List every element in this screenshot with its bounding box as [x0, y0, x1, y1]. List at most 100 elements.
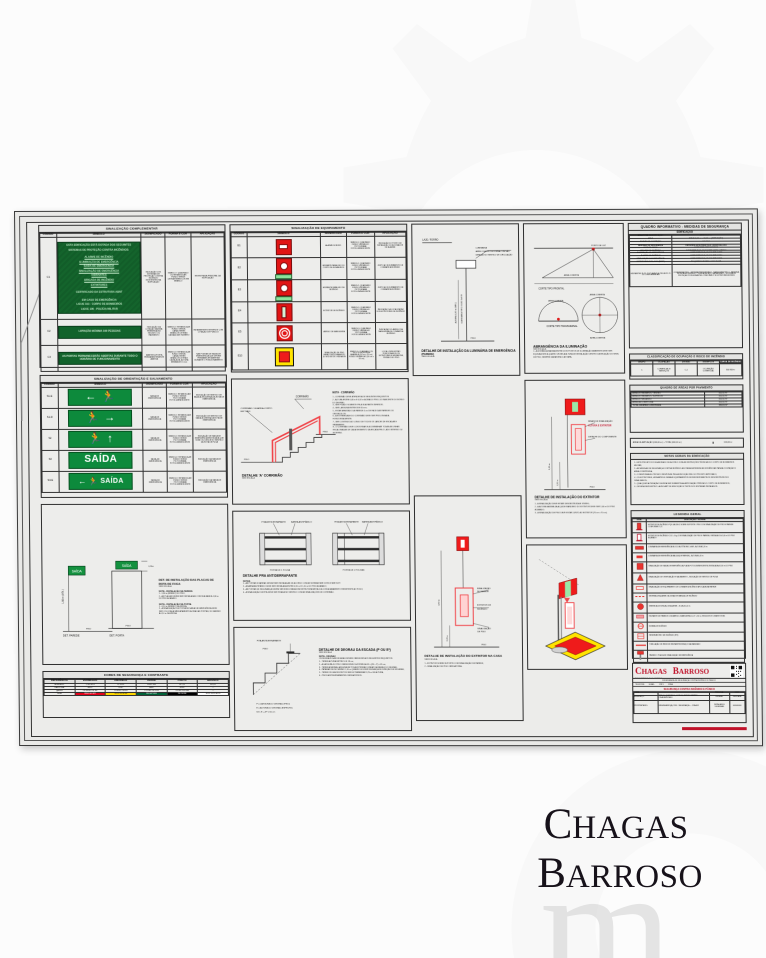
table-row[interactable]: EXTINTOR DE INCÊNDIO PQS 4A:20B:C SOBRE … [632, 521, 744, 533]
table-row[interactable]: SINALIZAÇÃO DE EQUIPAMENTO DE COMBATE A … [632, 583, 744, 594]
th-significado: SIGNIFICADO [142, 383, 167, 387]
cell-val: OCUPAÇÃO COMERCIAL [697, 363, 720, 377]
table-row[interactable]: SINALIZAÇÃO DE ORIENTAÇÃO E SALVAMENTO -… [632, 572, 744, 585]
table-row-total[interactable]: TOTAL DA ÁREA CONSTRUÍDA 000,00 m² [631, 403, 743, 408]
cell-val: CONSIDERAÇÕES: - SISTEMA PRESSURIZADO - … [671, 264, 741, 287]
table-row[interactable]: E10 SINALIZAÇÃO DE PISO PARA POSICIONAME… [232, 343, 408, 370]
table-classificacao[interactable]: GRUPO OCUPAÇÃO DIVISÃO EXEMPLOS CARGA DE… [630, 360, 742, 377]
cell-sign: ESTA EDIFICAÇÃO ESTÁ DOTADA DOS SEGUINTE… [56, 236, 142, 320]
table-row[interactable]: EXTINTOR DE INCÊNDIO CO2 - 6 kg COM SINA… [632, 532, 744, 544]
panel-detalhe-degrau[interactable]: FITA ANTIDERRAPANTE PISO P = LARGURA DO … [233, 626, 413, 732]
panel-detalhe-extintor-parede[interactable]: SINAIS DE SINALIZAÇÃO ALTURA E EXTINTOR … [524, 379, 627, 539]
table-complementar[interactable]: CÓDIGO SÍMBOLO SIGNIFICADO FORMA E COR A… [39, 232, 226, 372]
table-row[interactable]: S3 SAÍDA SAÍDA DE EMERGÊNCIA SÍMBOLO: RE… [41, 449, 227, 472]
table-row[interactable]: HIDRANTES IT-22, IT-17 (ABNT) E PROJETO … [629, 264, 741, 287]
brand-logo: CHAGAS BARROSO [476, 800, 756, 898]
drawing-sheet[interactable]: SINALIZAÇÃO COMPLEMENTAR CÓDIGO SÍMBOLO … [14, 208, 764, 747]
table-row[interactable]: LUMINÁRIA DE EMERGÊNCIA BLOCO AUTÔNOMO 2… [632, 543, 744, 553]
cell-aplicacao: INDICAÇÃO DO PONTO DE INSTALAÇÃO DO ACIO… [374, 235, 407, 258]
table-row[interactable]: E5 ABRIGO DE MANGUEIRA SÍMBOLO: QUADRADO… [231, 322, 407, 344]
cell-forma: SÍMBOLO: QUADRADO FUNDO VERMELHO PICTOGR… [346, 301, 376, 323]
note-line: 6 - PISOS ANTIDERRAPANTES OBRIGATÓRIOS. [319, 675, 363, 678]
cell-aplicacao: INDICAÇÃO DE SENTIDO DE SAÍDA À ESQUERDA… [192, 386, 226, 408]
panel-sinalizacao-complementar[interactable]: SINALIZAÇÃO COMPLEMENTAR CÓDIGO SÍMBOLO … [38, 224, 227, 372]
cell-sign [247, 279, 321, 302]
table-row[interactable]: S2 🏃 ↑ SAÍDA DE EMERGÊNCIA SÍMBOLO: RETA… [41, 428, 227, 451]
panel-detalhe-placas-rota[interactable]: SAÍDA 1,80 m (MÍN.) PISO DET. PAREDE SAÍ… [40, 503, 230, 665]
hydrant-icon [275, 257, 292, 274]
contact-crea-label: CREA: [667, 683, 674, 686]
table-row[interactable]: C COMERCIAL E SERVIÇOS C-1 OCUPAÇÃO COME… [630, 363, 742, 377]
table-row[interactable]: PASSEIO / PLACA DE SINALIZAÇÃO DE EMERGÊ… [633, 650, 745, 663]
table-orientacao[interactable]: CÓDIGO SÍMBOLO SIGNIFICADO FORMA E COR A… [41, 383, 227, 493]
table-title-fields[interactable]: OBRA: PRANCHA: 01/01 ENDEREÇO: RUA 00, Q… [633, 692, 746, 714]
svg-text:PISO: PISO [323, 432, 329, 434]
table-equipamento[interactable]: CÓDIGO SÍMBOLO SIGNIFICADO FORMA E COR A… [231, 232, 408, 371]
panel-quadro-areas[interactable]: QUADRO DE ÁREAS POR PAVIMENTO ÁREA DO PA… [629, 384, 744, 433]
table-row[interactable]: E1 ALARME SONORO SÍMBOLO: QUADRADO FUNDO… [231, 235, 407, 258]
table-row[interactable]: SIRENE AUDIOVISUAL DE ALARME - 90 dB A 1… [632, 602, 745, 614]
table-row[interactable]: C2 LOTAÇÃO MÁXIMA 160 PESSOAS INDICAÇÃO … [40, 318, 226, 346]
panel-isometrico-extintor[interactable] [526, 544, 629, 670]
svg-text:CORRIMÃO / GUARDA-CORPO: CORRIMÃO / GUARDA-CORPO [241, 407, 273, 410]
table-row[interactable]: LUMINÁRIA DE EMERGÊNCIA BALIZA (DE PARED… [632, 552, 744, 562]
cell-code: S1-E [41, 387, 58, 409]
panel-sinalizacao-equipamento[interactable]: SINALIZAÇÃO DE EQUIPAMENTO CÓDIGO SÍMBOL… [229, 223, 409, 373]
table-row[interactable]: S1-D 🏃 → SAÍDA DE EMERGÊNCIA SÍMBOLO: RE… [41, 407, 226, 430]
panel-detalhe-luminaria[interactable]: LAJE / FORRO LUMINÁRIA ARRE O FACHO DE F… [411, 223, 521, 377]
brand-letter-c: C [543, 801, 573, 848]
table-row-swatches[interactable]: RGB R200 G0 B22 R255 G216 B0 R0 G97 B55 … [44, 692, 229, 696]
table-row[interactable]: SISTEMA DE ALARME / ACIONADOR MANUAL DE … [632, 593, 744, 603]
panel-detalhe-antipanico[interactable]: FITA ANTIDERRAPANTE BARRA ANTIPÂNICO POR… [232, 510, 412, 621]
svg-text:LAJE / FORRO: LAJE / FORRO [422, 239, 438, 242]
svg-text:ÁREA COBERTA: ÁREA COBERTA [590, 293, 606, 296]
table-row[interactable]: C3 AS PORTAS PERMANECERÃO ABERTAS DURANT… [40, 344, 226, 372]
table-row[interactable]: RESERVATÓRIO DE INCÊNDIO (RTI) [633, 631, 745, 642]
table-row[interactable]: E3 HIDRANTE PARA USO DE INCÊNDIO SÍMBOLO… [231, 279, 407, 302]
panel-quadro-informativo[interactable]: QUADRO INFORMATIVO - MEDIDAS DE SEGURANÇ… [627, 222, 744, 349]
table-areas[interactable]: ÁREA DO PAVIMENTO TÉRREO 000,00 m² ÁREA D… [630, 391, 743, 408]
panel-total-ampliacao[interactable]: ÁREA DE AMPLIAÇÃO (000,00 m²) + TOTAL (0… [629, 437, 744, 448]
table-legenda[interactable]: SÍMB. DESCRIÇÃO / NORMA EXTINTOR DE INCÊ… [632, 518, 746, 672]
panel-legenda-geral[interactable]: LEGENDA GERAL SÍMB. DESCRIÇÃO / NORMA EX… [630, 510, 747, 672]
note-line: 3 - A SINALIZAÇÃO DE PISO DEVE ESTAR JUN… [534, 511, 608, 514]
panel-detalhe-corrimao[interactable]: CORRIMÃO CORRIMÃO / GUARDA-CORPO EM TUBO… [230, 378, 410, 505]
cell-code: S4-E [42, 471, 59, 493]
sign-sistemas-protecao: ESTA EDIFICAÇÃO ESTÁ DOTADA DOS SEGUINTE… [56, 241, 142, 315]
drawing-corrimao: CORRIMÃO CORRIMÃO / GUARDA-CORPO EM TUBO… [241, 396, 335, 462]
legend-text: SISTEMA DE ALARME / ACIONADOR MANUAL DE … [647, 593, 744, 603]
table-quadro-informativo[interactable]: ÁREA TOTAL DA EDIFICAÇÃO ÁREA 00,00 m² ÁR… [629, 235, 742, 287]
arrow-left-icon: ← [78, 476, 87, 486]
table-row[interactable]: PROPRIETÁRIO: ENGENHEIRO(A) CIVIL / SEGU… [633, 700, 746, 714]
table-row[interactable]: C1 ESTA EDIFICAÇÃO ESTÁ DOTADA DOS SEGUI… [39, 236, 225, 320]
note-line: 2 - SINALIZAÇÃO DE PISO OBRIGATÓRIA. [424, 665, 463, 668]
legend-symbol [632, 532, 647, 544]
table-row[interactable]: BOMBA DE INCÊNDIO [633, 622, 745, 632]
panel-cores-seguranca[interactable]: CORES DE SEGURANÇA E CONTRASTE REFERÊNCI… [42, 670, 231, 719]
svg-text:PORTA DE 2 FOLHAS: PORTA DE 2 FOLHAS [343, 569, 365, 572]
panel-notas-gerais[interactable]: NOTAS GERAIS DA EDIFICAÇÃO 1 - ESTE PROJ… [629, 452, 745, 506]
legend-text: SIRENE AUDIOVISUAL DE ALARME - 90 dB A 1… [647, 602, 745, 614]
panel-title-block[interactable]: CHAGAS BARROSO PROJETOS & LAUDOS [631, 662, 747, 724]
detail-title-luminaria: DETALHE DE INSTALAÇÃO DA LUMINÁRIA DE EM… [421, 348, 516, 353]
table-row[interactable]: HIDRANTE DE PAREDE COM ABRIGO, MANGUEIRA… [633, 613, 745, 623]
panel-detalhe-extintor-casa[interactable]: SINALIZAÇÃO DE PAREDE EXTINTOR DE INCÊND… [413, 495, 524, 722]
table-cores[interactable]: REFERÊNCIA VERMELHO AMARELO VERDE PRETO … [43, 679, 229, 696]
svg-text:CORTE TIPO FRONTAL: CORTE TIPO FRONTAL [538, 288, 565, 291]
drawing-extintor-parede: SINAIS DE SINALIZAÇÃO ALTURA E EXTINTOR … [525, 381, 617, 538]
table-row[interactable]: TUBULAÇÃO DE REDE DE HIDRANTES EM AÇO GA… [633, 641, 745, 651]
swatch-vermelho: R200 G0 B22 [74, 692, 106, 696]
panel-abrangencia-iluminacao[interactable]: CORTE TIPO FRONTAL PONTO DE LUZ ÁREA COB… [522, 222, 626, 374]
svg-text:PORTA DE 1 FOLHA: PORTA DE 1 FOLHA [270, 569, 291, 572]
panel-sinalizacao-orientacao[interactable]: SINALIZAÇÃO DE ORIENTAÇÃO E SALVAMENTO C… [39, 374, 229, 498]
cell-aplicacao: INDICAÇÃO DA SAÍDA DE EMERGÊNCIA [193, 470, 227, 492]
svg-text:1,60 m: 1,60 m [439, 599, 441, 606]
table-row[interactable]: SINALIZAÇÃO DE SAÍDA DE EMERGÊNCIA (PLAC… [632, 561, 744, 574]
contact-cnpj-label: CNPJ: [658, 683, 664, 686]
panel-classificacao-ocupacao[interactable]: CLASSIFICAÇÃO DE OCUPAÇÃO E RISCO DE INC… [629, 353, 744, 380]
table-row[interactable]: E4 EXTINTOR DE INCÊNDIO SÍMBOLO: QUADRAD… [231, 301, 407, 323]
table-row[interactable]: S1-E ← 🏃 SAÍDA DE EMERGÊNCIA SÍMBOLO: RE… [41, 386, 226, 409]
cell-forma: SÍMBOLO: RETANGULAR FUNDO VERDE, CARACTE… [165, 318, 192, 345]
table-row[interactable]: E2 HIDRANTE PARA USO DO CORPO DE BOMBEIR… [231, 256, 407, 280]
table-row[interactable]: S4-E ← 🏃 SAÍDA SAÍDA DE EMERGÊNCIA SÍMBO… [42, 470, 227, 493]
